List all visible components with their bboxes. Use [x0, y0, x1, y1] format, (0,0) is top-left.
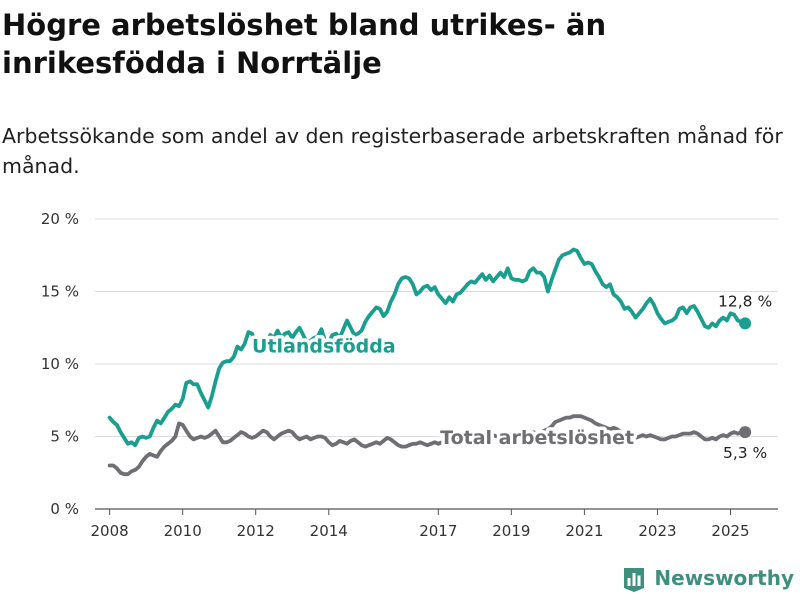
- chart-subtitle: Arbetssökande som andel av den registerb…: [2, 124, 783, 178]
- series-line-total[interactable]: [107, 414, 747, 477]
- chart-title: Högre arbetslöshet bland utrikes- än inr…: [2, 8, 607, 80]
- x-tick-label: 2021: [565, 522, 603, 540]
- x-tick-label: 2019: [492, 522, 530, 540]
- series-label-total: Total arbetslöshet: [440, 427, 634, 449]
- end-value-label-utlandsfodda: 12,8 %: [718, 292, 772, 310]
- series-label-utlandsfodda: Utlandsfödda: [252, 335, 396, 357]
- end-value-label-total: 5,3 %: [723, 444, 767, 462]
- end-point-utlandsfodda[interactable]: [739, 317, 752, 330]
- series-line-utlandsfodda[interactable]: [107, 247, 747, 448]
- x-tick-label: 2012: [237, 522, 275, 540]
- brand-logo[interactable]: Newsworthy: [622, 564, 794, 592]
- end-point-total[interactable]: [739, 426, 752, 439]
- y-tick-label: 0 %: [50, 500, 79, 518]
- y-tick-label: 5 %: [50, 428, 79, 446]
- series-labels: Utlandsfödda Total arbetslöshet 12,8 % 5,3 …: [249, 292, 773, 462]
- series-lines: [107, 247, 752, 477]
- y-tick-label: 20 %: [41, 210, 79, 228]
- x-tick-label: 2017: [419, 522, 457, 540]
- x-tick-label: 2010: [164, 522, 202, 540]
- bar-chart-logo-icon: [624, 568, 645, 592]
- gridlines: [95, 218, 778, 510]
- brand-name: Newsworthy: [654, 566, 794, 590]
- x-tick-label: 2008: [91, 522, 129, 540]
- axes: 0 % 5 % 10 % 15 % 20 % 2008 2010 2012 2014 2017 20…: [41, 210, 750, 540]
- x-tick-label: 2023: [638, 522, 676, 540]
- x-tick-label: 2014: [310, 522, 348, 540]
- y-tick-label: 10 %: [41, 355, 79, 373]
- x-tick-label: 2025: [711, 522, 749, 540]
- y-tick-label: 15 %: [41, 283, 79, 301]
